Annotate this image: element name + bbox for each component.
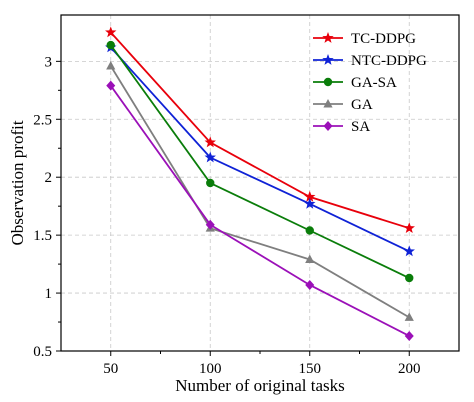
x-axis-label: Number of original tasks (175, 376, 345, 395)
y-tick-label: 3 (45, 54, 53, 70)
series-line (109, 65, 410, 319)
data-point (403, 245, 415, 257)
data-point (204, 151, 216, 163)
y-tick-label: 2.5 (33, 112, 52, 128)
legend-label: SA (351, 119, 370, 135)
legend-label: NTC-DDPG (351, 53, 427, 69)
data-point (205, 219, 215, 230)
data-point (304, 190, 316, 202)
data-point (105, 26, 117, 38)
axis-ticks: 0.5 1 1.5 2 2.5 3 50 100 150 200 (33, 54, 420, 377)
data-point (403, 222, 415, 234)
series-line (110, 85, 410, 337)
data-point (106, 60, 116, 70)
legend-item-sa: SA (313, 119, 370, 135)
y-tick-label: 2 (45, 170, 53, 186)
series-line (110, 31, 410, 230)
x-tick-label: 200 (398, 361, 421, 377)
series-line (110, 46, 410, 253)
data-point (304, 197, 316, 209)
legend-label: GA-SA (351, 75, 397, 91)
legend-marker (323, 121, 333, 131)
data-point (305, 226, 314, 235)
legend: TC-DDPG NTC-DDPG GA-SA GA SA (313, 31, 427, 135)
legend-item-tc-ddpg: TC-DDPG (313, 31, 416, 47)
legend-marker (323, 77, 333, 87)
series-tc-ddpg (105, 26, 415, 234)
y-tick-label: 0.5 (33, 344, 52, 360)
data-point (305, 254, 315, 263)
y-axis-label: Observation profit (8, 120, 27, 245)
data-point (206, 178, 215, 188)
data-point (106, 80, 116, 91)
x-tick-label: 100 (199, 361, 222, 377)
x-tick-label: 150 (299, 361, 322, 377)
legend-item-ntc-ddpg: NTC-DDPG (313, 53, 427, 69)
series-layer (105, 26, 415, 341)
x-tick-label: 50 (103, 361, 118, 377)
legend-marker (323, 99, 333, 108)
series-line (110, 44, 410, 279)
legend-marker (322, 54, 334, 65)
data-point (305, 279, 315, 290)
data-point (106, 40, 115, 50)
data-point (404, 312, 414, 321)
legend-label: GA (351, 97, 373, 113)
data-point (405, 273, 414, 283)
data-point (204, 136, 216, 148)
legend-item-ga: GA (313, 97, 373, 113)
y-tick-label: 1.5 (33, 228, 52, 244)
series-ga-sa (106, 40, 414, 283)
legend-item-ga-sa: GA-SA (313, 75, 397, 91)
data-point (404, 330, 414, 341)
y-tick-label: 1 (45, 286, 53, 302)
legend-marker (322, 32, 334, 43)
legend-label: TC-DDPG (351, 31, 416, 47)
series-ntc-ddpg (105, 41, 415, 257)
series-sa (106, 80, 414, 341)
